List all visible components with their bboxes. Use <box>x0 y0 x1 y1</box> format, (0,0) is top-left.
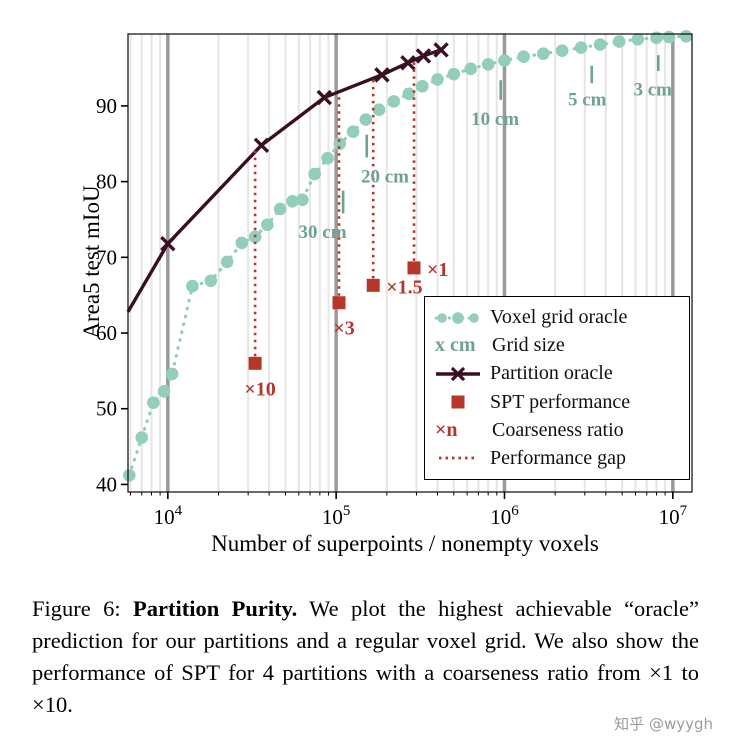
legend-label: Grid size <box>492 334 565 357</box>
svg-text:90: 90 <box>96 94 117 118</box>
svg-text:40: 40 <box>96 472 117 496</box>
svg-text:106: 106 <box>490 503 519 529</box>
svg-text:80: 80 <box>96 170 117 194</box>
legend-item-voxel-oracle: Voxel grid oracle <box>433 304 681 331</box>
grid-size-symbol: x cm <box>435 334 476 357</box>
svg-text:×1: ×1 <box>427 259 448 281</box>
legend-label: Performance gap <box>490 446 627 469</box>
performance-gap-line-icon <box>433 450 483 466</box>
svg-text:5 cm: 5 cm <box>568 89 607 110</box>
voxel-oracle-line-icon <box>433 310 483 326</box>
caption-title: Partition Purity. <box>132 596 298 621</box>
svg-text:3 cm: 3 cm <box>633 80 672 101</box>
legend-label: SPT performance <box>490 390 631 413</box>
svg-text:×1.5: ×1.5 <box>386 276 422 298</box>
figure-caption: Figure 6: Partition Purity. We plot the … <box>32 593 699 721</box>
watermark: 知乎 @wyygh <box>614 715 713 733</box>
svg-text:70: 70 <box>96 245 117 269</box>
svg-text:60: 60 <box>96 321 117 345</box>
legend-item-partition-oracle: Partition oracle <box>433 360 681 387</box>
legend-label: Partition oracle <box>490 362 613 385</box>
y-axis-label: Area5 test mIoU <box>79 185 104 339</box>
spt-square-icon <box>433 394 483 410</box>
legend-item-grid-size: x cm Grid size <box>433 332 681 359</box>
chart-legend: Voxel grid oracle x cm Grid size Partiti… <box>424 296 690 480</box>
svg-text:105: 105 <box>322 503 351 529</box>
chart-canvas: ×10 ×3 ×1.5×1 30 cm 20 cm 10 cm 5 cm 3 cm 104 105… <box>96 29 693 529</box>
svg-text:107: 107 <box>659 503 688 529</box>
svg-text:10 cm: 10 cm <box>471 109 519 130</box>
partition-oracle-line-icon <box>433 366 483 382</box>
legend-label: Voxel grid oracle <box>490 306 628 328</box>
legend-label: Coarseness ratio <box>492 418 624 441</box>
svg-text:20 cm: 20 cm <box>361 167 409 188</box>
caption-body: We plot the highest achievable “oracle” … <box>32 596 699 717</box>
legend-item-coarseness-ratio: ×n Coarseness ratio <box>433 417 681 444</box>
svg-text:×3: ×3 <box>333 318 354 340</box>
caption-prefix: Figure 6: <box>32 596 133 621</box>
svg-text:50: 50 <box>96 397 117 421</box>
svg-text:×10: ×10 <box>244 378 275 400</box>
legend-item-spt-performance: SPT performance <box>433 389 681 416</box>
figure-chart: ×10 ×3 ×1.5 ×1 30 cm 20 cm 10 cm 5 cm 3 cm 104 105… <box>79 29 693 556</box>
legend-item-performance-gap: Performance gap <box>433 445 681 472</box>
coarseness-ratio-symbol: ×n <box>435 418 458 441</box>
x-axis-label: Number of superpoints / nonempty voxels <box>211 531 599 556</box>
svg-text:30 cm: 30 cm <box>299 222 347 243</box>
svg-text:104: 104 <box>154 503 183 529</box>
